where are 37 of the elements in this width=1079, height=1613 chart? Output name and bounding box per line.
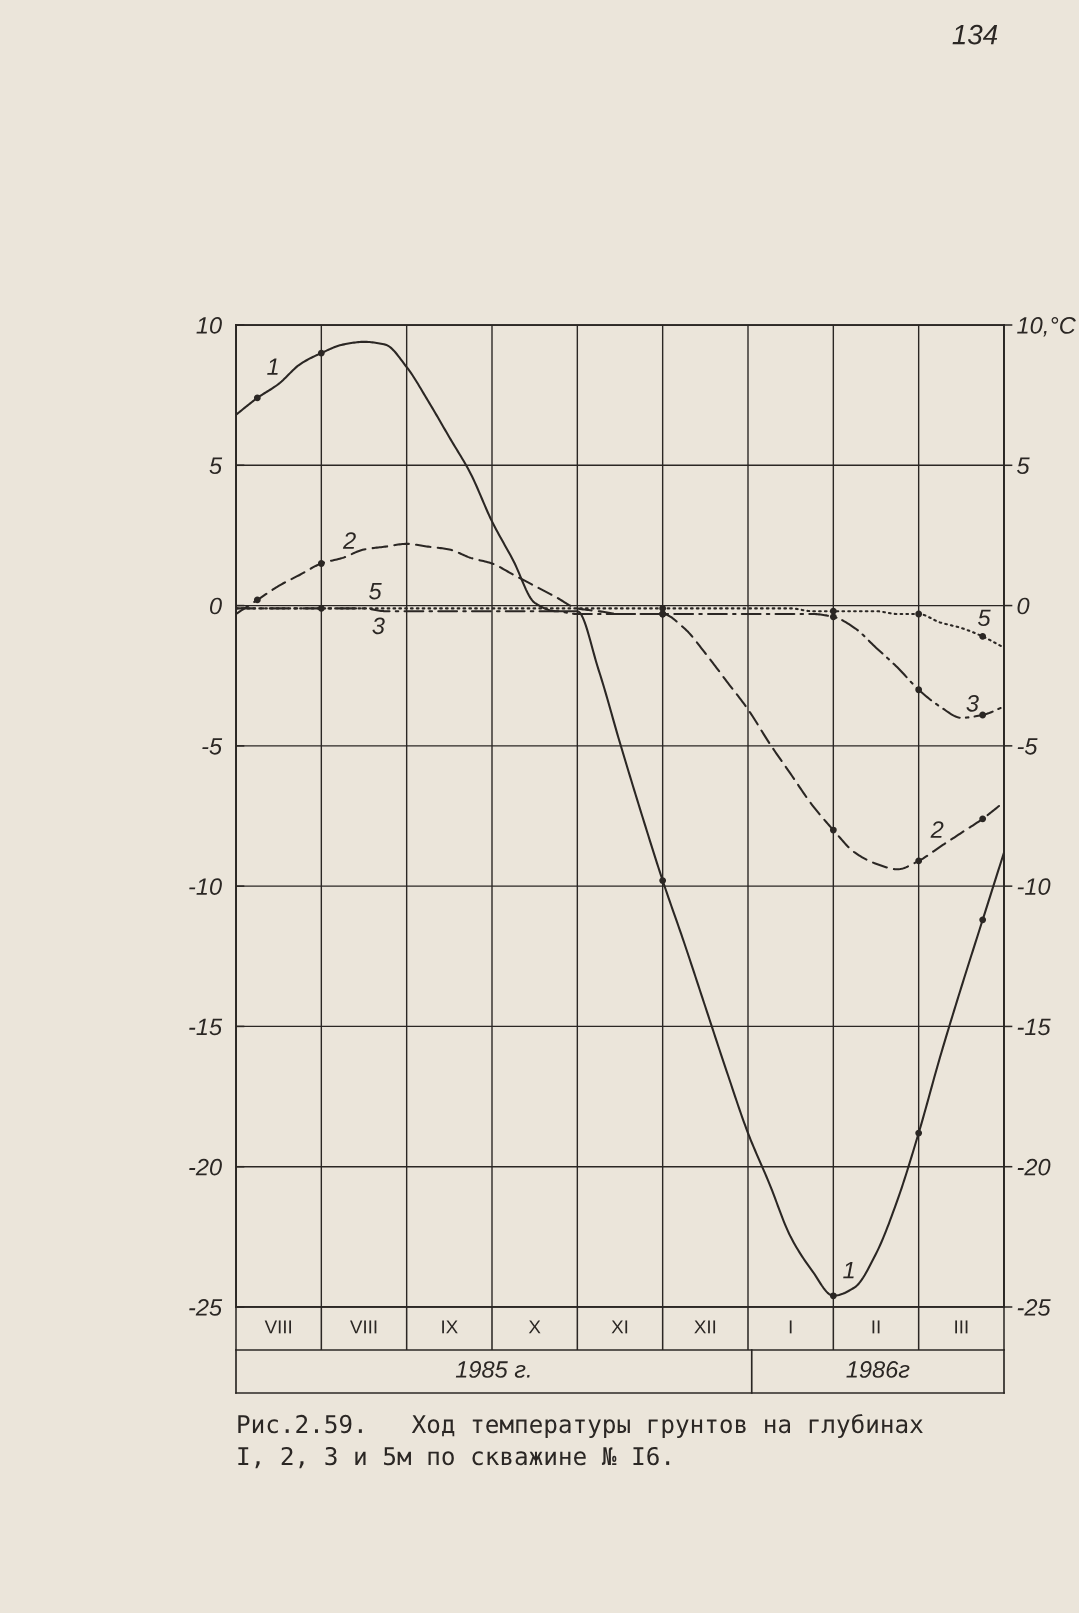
y-tick-label: -15: [189, 1018, 223, 1036]
y-tick-label: -10: [189, 878, 222, 895]
y2-tick-label: -10: [1017, 878, 1051, 895]
y2-tick-label: 0: [1017, 597, 1030, 615]
x-tick-label: VIII: [264, 1320, 292, 1334]
x2-tick-label: 1985 г.: [455, 1361, 530, 1378]
x-tick-label: I: [789, 1320, 792, 1334]
series-label: 3: [966, 694, 979, 712]
y2-tick-label: 10,°C: [1017, 317, 1076, 337]
y-tick-label: 10: [196, 317, 222, 334]
x-tick-label: VIII: [350, 1320, 377, 1334]
text: 1: [267, 358, 278, 375]
y2-tick-label: -5: [1017, 738, 1038, 755]
y-tick-label: 0: [210, 597, 222, 615]
y-tick-label: -5: [202, 738, 223, 755]
y-tick-label: 5: [209, 457, 223, 475]
text: 5: [369, 582, 382, 600]
series-label: 1: [843, 1261, 854, 1279]
text: 3: [372, 617, 385, 635]
text: 134: [952, 24, 998, 45]
y2-tick-label: 5: [1017, 457, 1030, 475]
y2-tick-label: -25: [1017, 1299, 1051, 1316]
y2-tick-label: -20: [1017, 1158, 1051, 1176]
y-tick-label: -25: [189, 1299, 223, 1316]
x-tick-label: XI: [611, 1320, 628, 1334]
y-tick-label: -20: [189, 1158, 222, 1176]
x-tick-label: III: [955, 1320, 968, 1334]
series-label: 2: [342, 532, 356, 549]
x-tick-label: XII: [694, 1320, 716, 1334]
y2-tick-label: -15: [1017, 1018, 1051, 1036]
text: 2: [930, 821, 944, 838]
x-tick-label: X: [528, 1320, 541, 1334]
x-tick-label: II: [872, 1320, 880, 1334]
x-tick-label: IX: [442, 1320, 458, 1334]
x2-tick-label: 1986г: [846, 1361, 910, 1378]
text: Рис.2.59. Ход температуры грунтов на глубинах I, 2, 3 и 5м по скважине № I6.: [238, 1414, 923, 1469]
series-label: 5: [978, 609, 991, 627]
